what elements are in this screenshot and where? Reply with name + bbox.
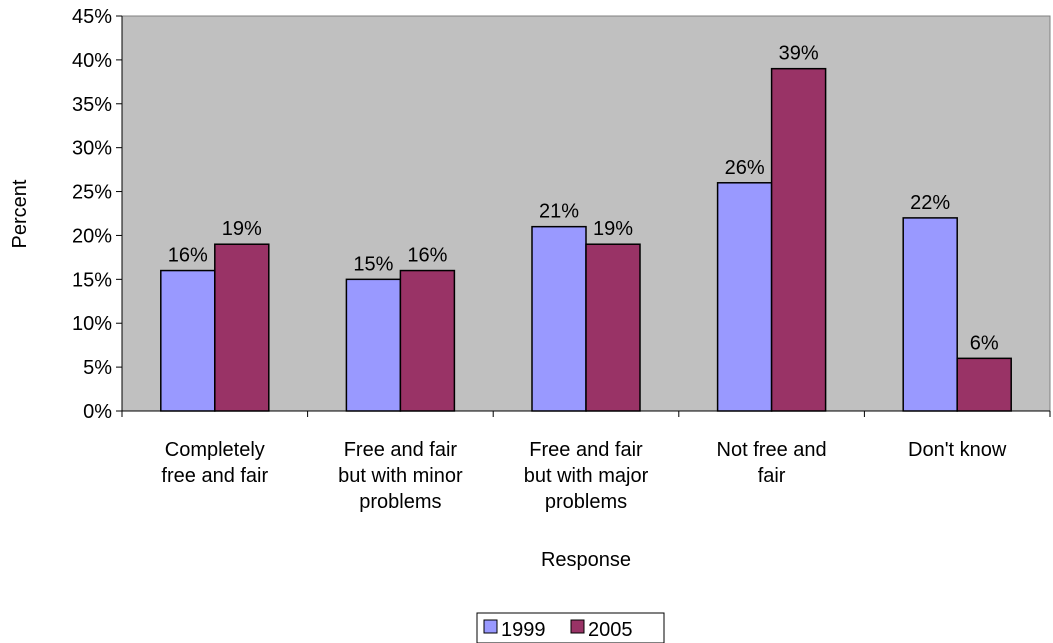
data-label-1999: 15% xyxy=(353,253,393,275)
y-tick-label: 40% xyxy=(72,50,112,72)
data-labels: 16% 15% 21% 26% 22% 19% 16% 19% 39% 6% xyxy=(168,43,999,355)
x-tick-label: Don't know xyxy=(908,439,1007,461)
y-tick-label: 30% xyxy=(72,138,112,160)
bar-1999 xyxy=(345,278,402,412)
legend-swatch-2005 xyxy=(570,619,585,634)
data-label-2005: 39% xyxy=(779,43,819,65)
bar-1999 xyxy=(160,269,216,412)
y-tick-label: 45% xyxy=(72,6,112,28)
bar-1999 xyxy=(531,225,587,412)
legend-label-2005: 2005 xyxy=(588,619,633,641)
data-label-2005: 16% xyxy=(407,245,447,267)
x-axis: Completely free and fair Free and fair but … xyxy=(121,410,1051,513)
legend-swatch-1999 xyxy=(483,619,498,634)
y-tick-label: 35% xyxy=(72,94,112,116)
bar-1999 xyxy=(716,182,773,412)
legend-label-1999: 1999 xyxy=(501,619,546,641)
x-axis-title: Response xyxy=(541,549,631,571)
data-label-1999: 26% xyxy=(725,157,765,179)
x-tick-label: Not free and fair xyxy=(717,439,827,487)
bar-1999 xyxy=(902,217,958,412)
y-axis-title: Percent xyxy=(9,179,31,248)
data-label-1999: 16% xyxy=(168,245,208,267)
data-label-1999: 21% xyxy=(539,201,579,223)
bar-2005 xyxy=(399,269,456,412)
y-tick-label: 0% xyxy=(83,401,112,423)
y-axis: 0% 5% 10% 15% 20% 25% 30% 35% 40% 45% xyxy=(72,6,123,423)
data-label-1999: 22% xyxy=(910,192,950,214)
bar-2005 xyxy=(585,243,641,412)
data-label-2005: 19% xyxy=(593,218,633,240)
y-tick-label: 15% xyxy=(72,269,112,291)
bar-2005 xyxy=(956,357,1012,412)
legend: 1999 2005 xyxy=(476,612,665,643)
y-tick-label: 10% xyxy=(72,313,112,335)
bar-2005 xyxy=(214,243,270,412)
x-tick-label: Free and fair but with minor problems xyxy=(338,439,463,513)
bar-2005 xyxy=(770,67,827,412)
x-tick-label: Free and fair but with major problems xyxy=(524,439,649,513)
data-label-2005: 6% xyxy=(970,332,999,354)
data-label-2005: 19% xyxy=(222,218,262,240)
y-tick-label: 25% xyxy=(72,182,112,204)
x-tick-label: Completely free and fair xyxy=(161,439,268,487)
bars xyxy=(160,67,1012,412)
y-tick-label: 5% xyxy=(83,357,112,379)
y-tick-label: 20% xyxy=(72,225,112,247)
